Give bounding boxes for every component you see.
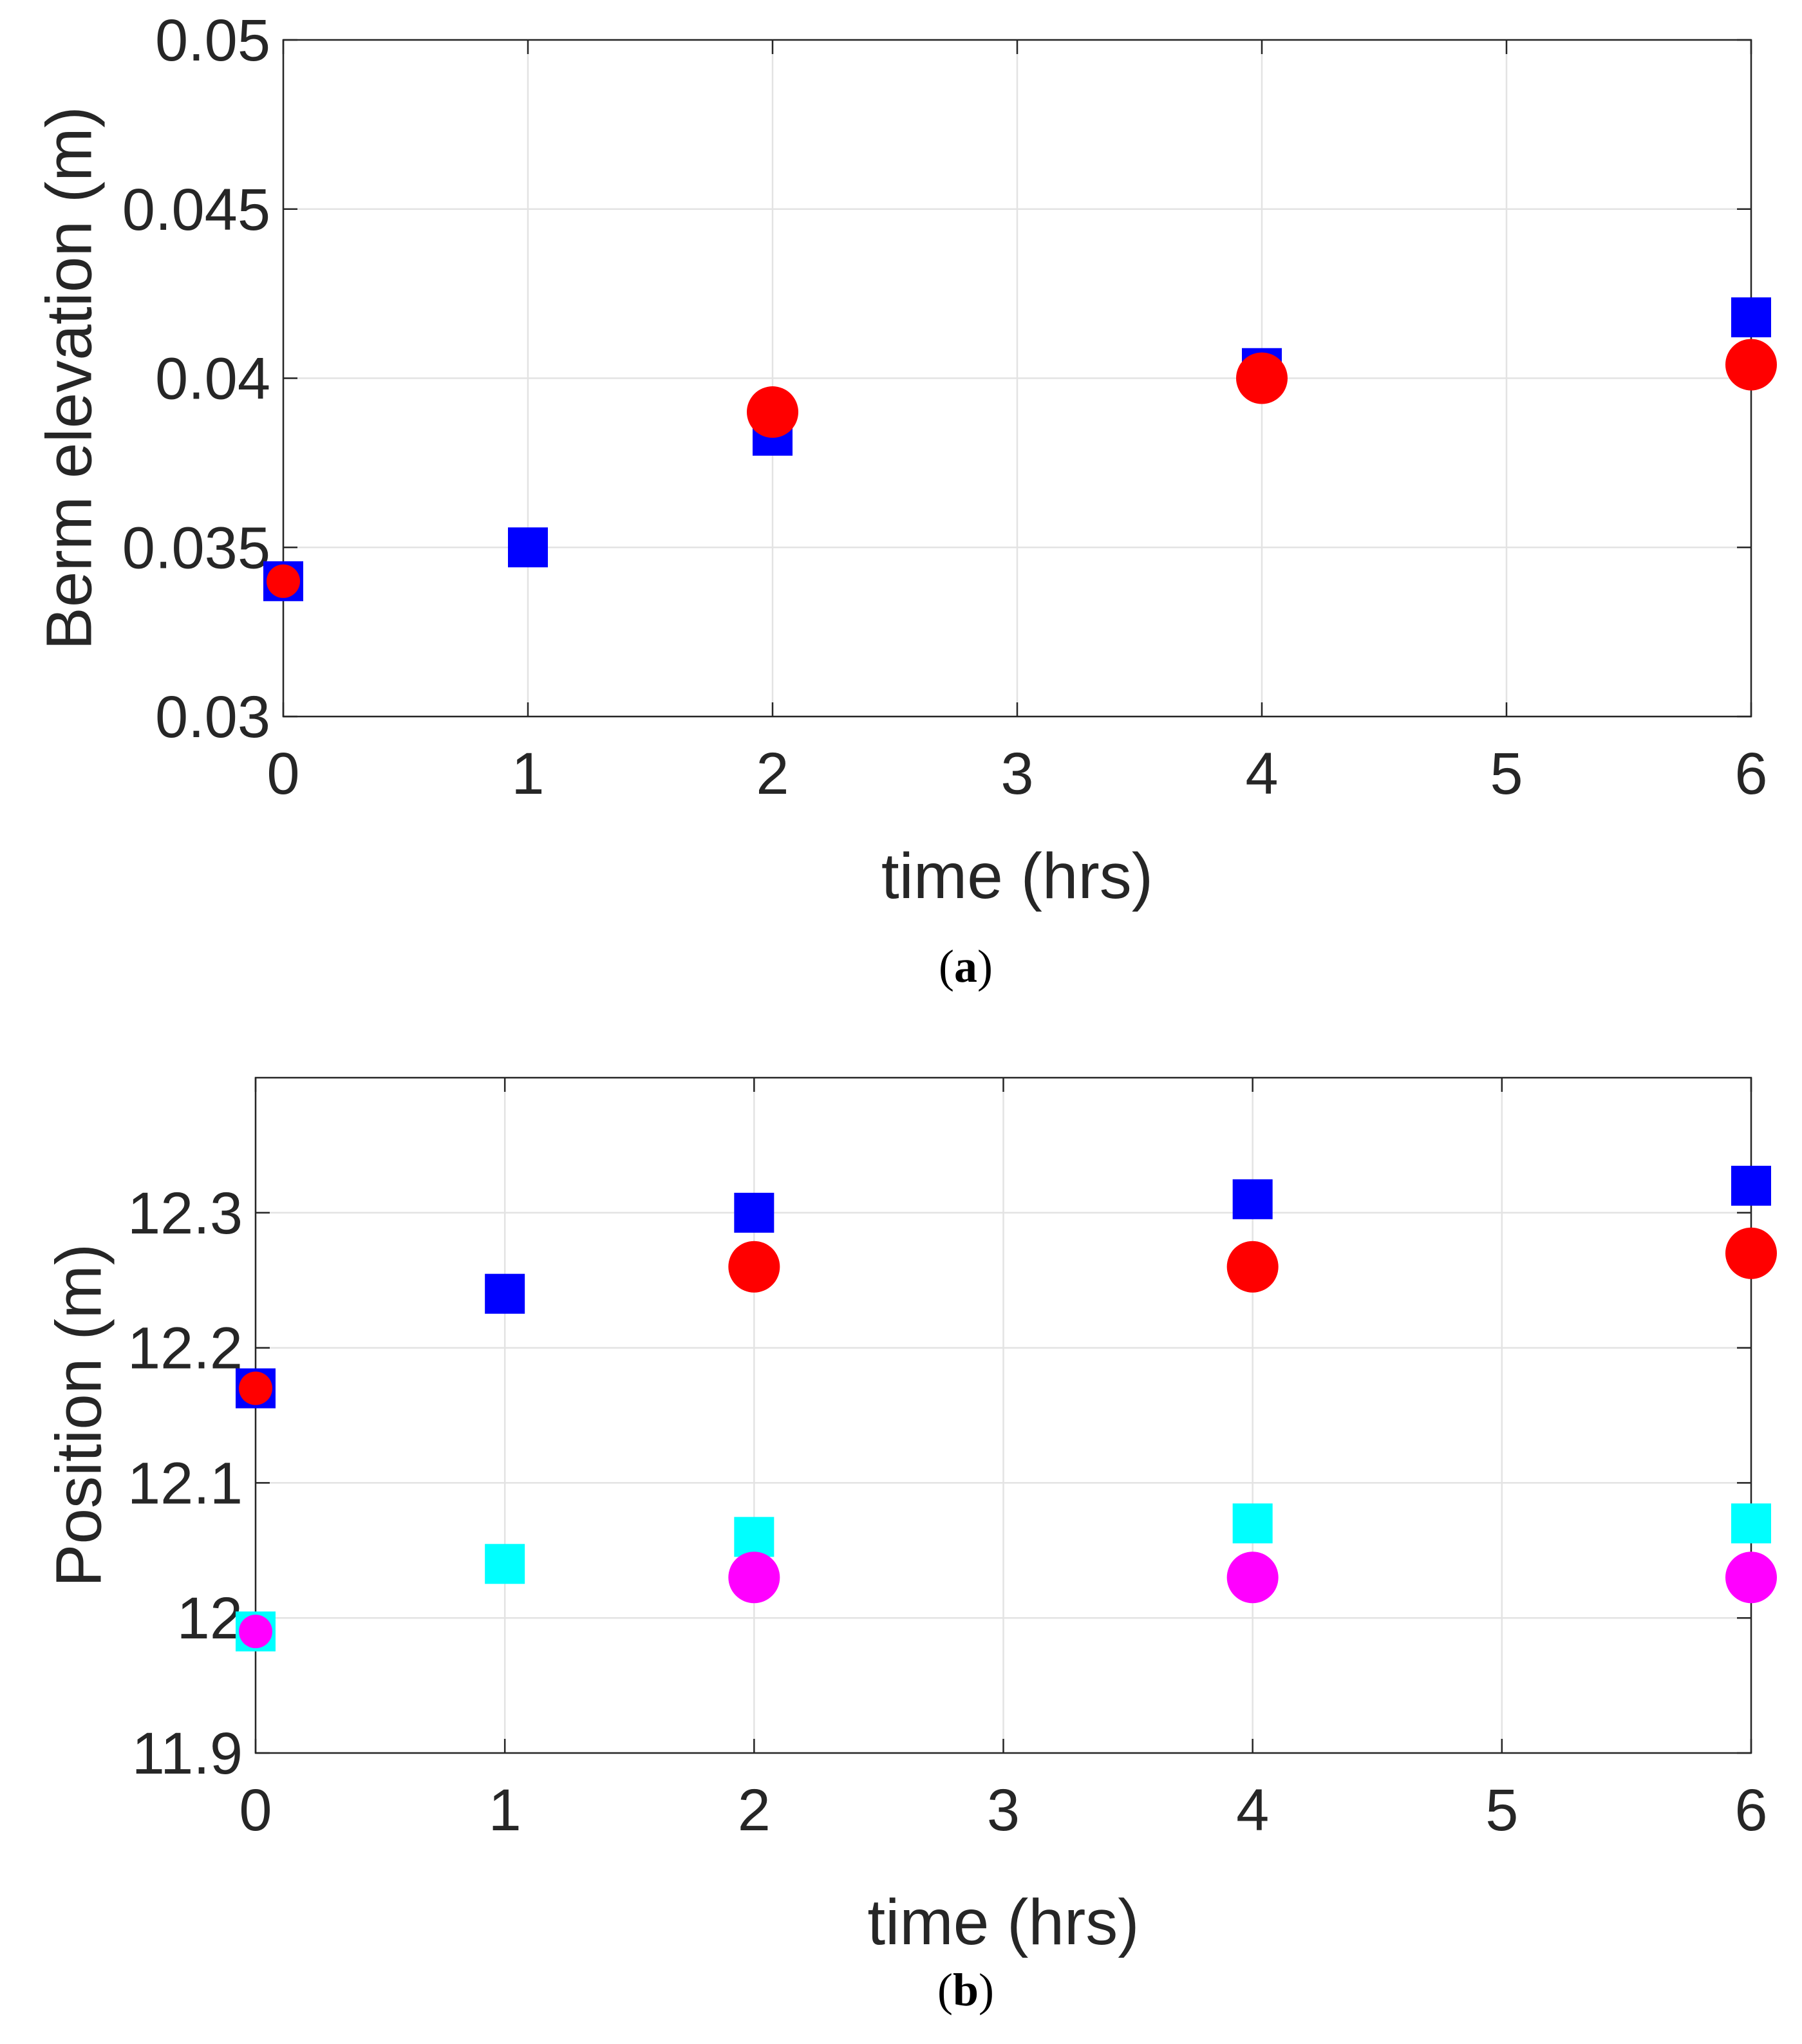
x-tick-label: 0 [267, 741, 299, 807]
y-tick-labels: 11.9 12 12.1 12.2 12.3 [127, 1181, 243, 1786]
circle-red-marker [1725, 339, 1777, 391]
square-blue-marker [1232, 1179, 1273, 1219]
circle-red-marker [267, 564, 300, 598]
tick-marks [254, 1078, 1752, 1754]
y-tick-label: 12.2 [127, 1316, 243, 1382]
square-blue-marker [1731, 1165, 1771, 1206]
circle-magenta-marker [1725, 1552, 1777, 1604]
data-markers [236, 1165, 1777, 1652]
x-tick-label: 4 [1236, 1777, 1269, 1843]
circle-magenta-marker [239, 1615, 272, 1649]
x-tick-label: 1 [489, 1777, 521, 1843]
y-tick-label: 11.9 [132, 1721, 243, 1786]
panel-caption-letter: b [953, 1964, 979, 2016]
circle-red-marker [239, 1371, 272, 1405]
berm-elevation-chart: 0 1 2 3 4 5 6 0.03 0.035 0.04 0.045 0.05 time (hrs… [33, 8, 1777, 992]
x-axis-title: time (hrs) [881, 840, 1153, 912]
square-cyan-marker [734, 1517, 774, 1557]
x-tick-label: 6 [1734, 741, 1767, 807]
square-cyan-marker [485, 1544, 525, 1584]
x-tick-label: 2 [738, 1777, 771, 1843]
y-tick-label: 12.3 [127, 1181, 243, 1246]
x-tick-label: 3 [1000, 741, 1033, 807]
x-tick-label: 6 [1734, 1777, 1767, 1843]
grid-lines [254, 1078, 1752, 1754]
chart-panel-a: 0 1 2 3 4 5 6 0.03 0.035 0.04 0.045 0.05 time (hrs… [0, 0, 1802, 1017]
x-tick-label: 4 [1245, 741, 1278, 807]
tick-marks [282, 39, 1752, 718]
x-tick-label: 5 [1490, 741, 1523, 807]
x-tick-label: 3 [987, 1777, 1020, 1843]
square-blue-marker [485, 1273, 525, 1314]
y-tick-label: 0.04 [155, 346, 270, 412]
x-tick-label: 5 [1485, 1777, 1518, 1843]
square-cyan-marker [1731, 1503, 1771, 1544]
circle-magenta-marker [1226, 1552, 1279, 1604]
y-tick-labels: 0.03 0.035 0.04 0.045 0.05 [122, 8, 270, 750]
circle-magenta-marker [728, 1552, 780, 1604]
circle-red-marker [1725, 1227, 1777, 1279]
x-tick-label: 2 [756, 741, 789, 807]
square-blue-marker [508, 527, 548, 568]
y-tick-label: 0.05 [155, 8, 270, 73]
x-axis-title: time (hrs) [867, 1886, 1139, 1958]
y-tick-label: 12.1 [127, 1450, 243, 1516]
circle-red-marker [1236, 352, 1288, 404]
y-tick-label: 0.045 [122, 177, 270, 243]
y-tick-label: 0.03 [155, 684, 270, 750]
x-tick-labels: 0 1 2 3 4 5 6 [239, 1777, 1767, 1843]
circle-red-marker [747, 386, 798, 438]
y-axis-title: Berm elevation (m) [33, 106, 105, 650]
square-blue-marker [734, 1192, 774, 1233]
y-tick-label: 12 [177, 1586, 243, 1651]
y-axis-title: Position (m) [42, 1244, 115, 1587]
grid-lines [282, 39, 1752, 718]
x-tick-label: 0 [239, 1777, 272, 1843]
panel-caption: (b) [937, 1964, 994, 2016]
y-tick-label: 0.035 [122, 515, 270, 581]
circle-red-marker [1226, 1241, 1279, 1293]
square-blue-marker [1731, 297, 1771, 337]
data-markers [263, 297, 1777, 601]
circle-red-marker [728, 1241, 780, 1293]
panel-caption-letter: a [954, 941, 977, 992]
panel-caption: (a) [939, 941, 993, 992]
x-tick-labels: 0 1 2 3 4 5 6 [267, 741, 1767, 807]
x-tick-label: 1 [511, 741, 544, 807]
square-cyan-marker [1232, 1503, 1273, 1544]
